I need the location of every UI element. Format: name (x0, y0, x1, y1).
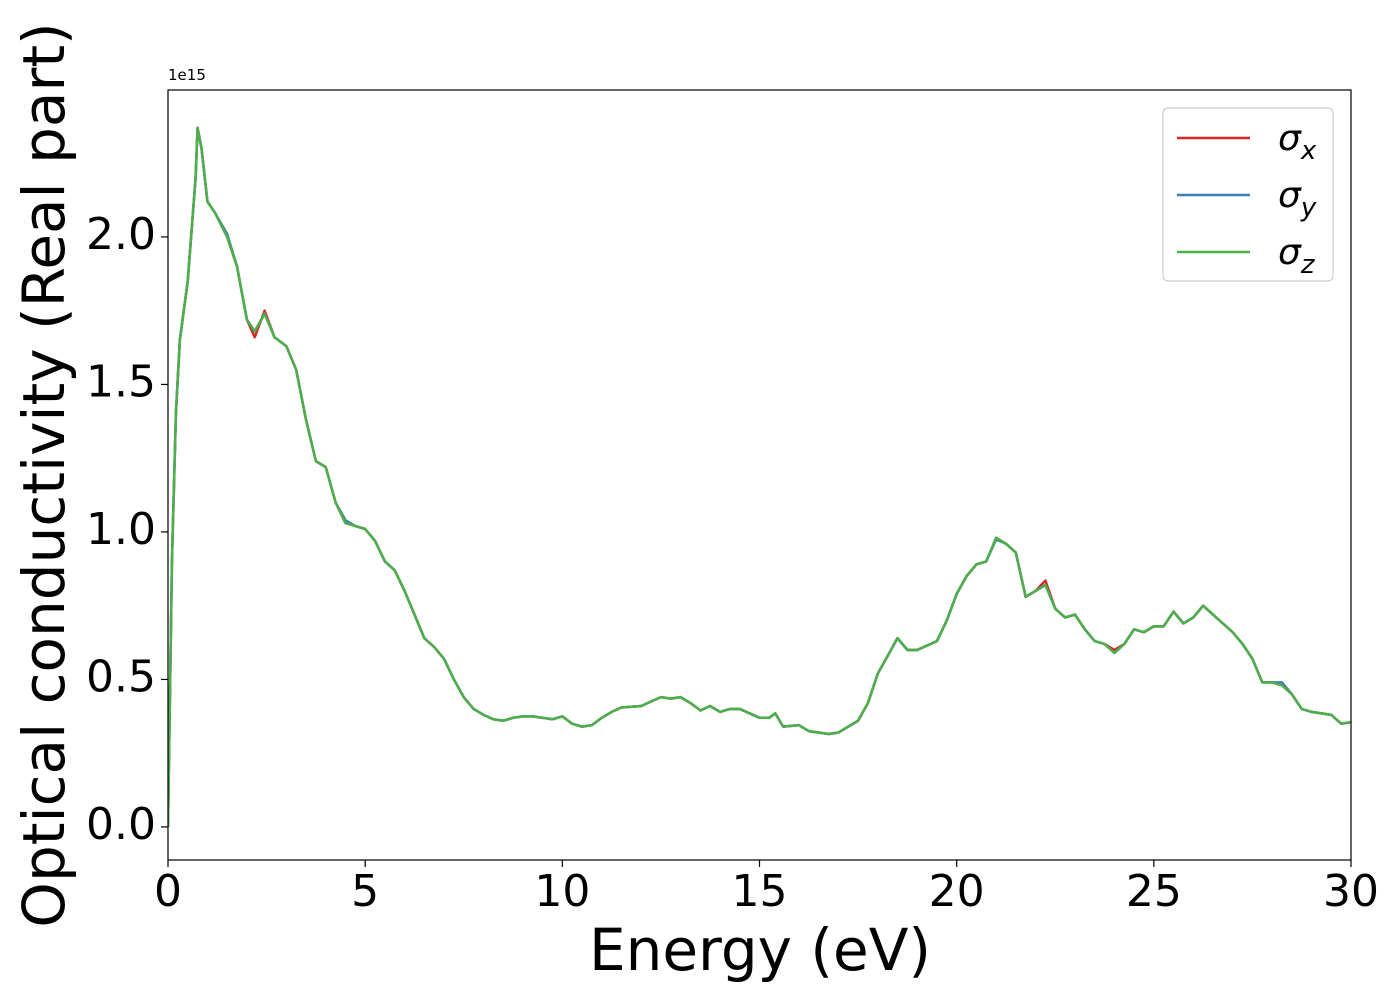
plot-frame (167, 89, 1352, 861)
x-tick-label: 15 (732, 866, 788, 917)
x-tick-label: 25 (1126, 866, 1182, 917)
x-tick-label: 5 (351, 866, 379, 917)
x-tick-label: 20 (929, 866, 985, 917)
x-axis-label: Energy (eV) (589, 916, 931, 984)
y-axis-label: Optical conductivity (Real part) (10, 22, 78, 927)
x-tick-label: 30 (1323, 866, 1379, 917)
y-tick-label: 1.5 (86, 356, 156, 407)
legend-label: σy (1278, 175, 1317, 223)
offset-label: 1e15 (168, 66, 206, 84)
x-tick-label: 0 (154, 866, 182, 917)
y-tick-label: 0.5 (86, 651, 156, 702)
y-tick-label: 1.0 (86, 504, 156, 555)
x-tick-label: 10 (534, 866, 590, 917)
y-tick-label: 2.0 (86, 209, 156, 260)
legend-label: σx (1278, 118, 1317, 166)
y-tick-label: 0.0 (86, 799, 156, 850)
series-line (168, 126, 1351, 827)
legend-label: σz (1278, 232, 1316, 280)
